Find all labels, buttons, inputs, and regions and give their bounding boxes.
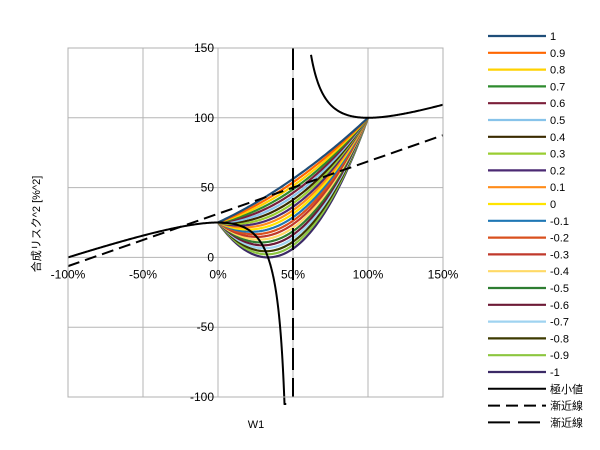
legend-label: -0.9: [550, 350, 569, 362]
legend-label: -0.2: [550, 233, 569, 245]
legend-label: 漸近線: [550, 399, 583, 413]
y-tick-label: 0: [207, 250, 214, 264]
legend-label: 1: [550, 31, 556, 43]
x-tick-label: -100%: [51, 267, 86, 281]
y-tick-label: 100: [194, 111, 214, 125]
x-axis-title: W1: [248, 419, 265, 431]
plot-area: [68, 48, 443, 397]
legend-label: 0.3: [550, 149, 565, 161]
legend-label: 漸近線: [550, 415, 583, 429]
x-tick-label: -50%: [129, 267, 157, 281]
x-tick-label: 100%: [353, 267, 384, 281]
x-tick-label: 50%: [281, 267, 305, 281]
legend-label: -1: [550, 367, 560, 379]
special-curves: [67, 48, 444, 405]
legend-label: -0.3: [550, 249, 569, 261]
legend-label: 0.2: [550, 165, 565, 177]
x-tick-label: 150%: [428, 267, 459, 281]
plot-border: [67, 47, 444, 398]
legend-label: 0: [550, 199, 556, 211]
legend-label: -0.7: [550, 317, 569, 329]
y-tick-label: 50: [201, 181, 215, 195]
legend-label: 0.4: [550, 132, 565, 144]
minimum-curve-upper: [310, 54, 444, 119]
y-tick-label: -50: [197, 320, 215, 334]
legend-label: -0.1: [550, 216, 569, 228]
y-tick-labels: 150 100 50 0 -50 -100: [190, 41, 214, 404]
series-line: [217, 117, 369, 224]
legend-label: 0.8: [550, 65, 565, 77]
legend-label: 0.7: [550, 81, 565, 93]
legend-label: -0.5: [550, 283, 569, 295]
legend: 1 0.9 0.8 0.7 0.6 0.5 0.4 0.3 0.2 0.1 0 -0.1 -0.2 -0.…: [488, 31, 583, 429]
legend-label: 極小値: [550, 382, 583, 396]
legend-label: 0.1: [550, 182, 565, 194]
series-line: [217, 117, 369, 224]
minimum-curve-left: [67, 221, 269, 259]
legend-label: -0.4: [550, 266, 569, 278]
legend-label: 0.6: [550, 98, 565, 110]
legend-label: -0.6: [550, 300, 569, 312]
x-tick-label: 0%: [209, 267, 227, 281]
legend-label: 0.9: [550, 48, 565, 60]
y-axis-title: 合成リスク^2 [%^2]: [29, 176, 43, 273]
minimum-curve-lower: [266, 255, 287, 405]
y-tick-label: 150: [194, 41, 214, 55]
legend-label: 0.5: [550, 115, 565, 127]
y-tick-label: -100: [190, 390, 214, 404]
asymptote-oblique: [67, 134, 444, 268]
x-tick-labels: -100% -50% 0% 50% 100% 150%: [51, 267, 459, 281]
legend-label: -0.8: [550, 333, 569, 345]
